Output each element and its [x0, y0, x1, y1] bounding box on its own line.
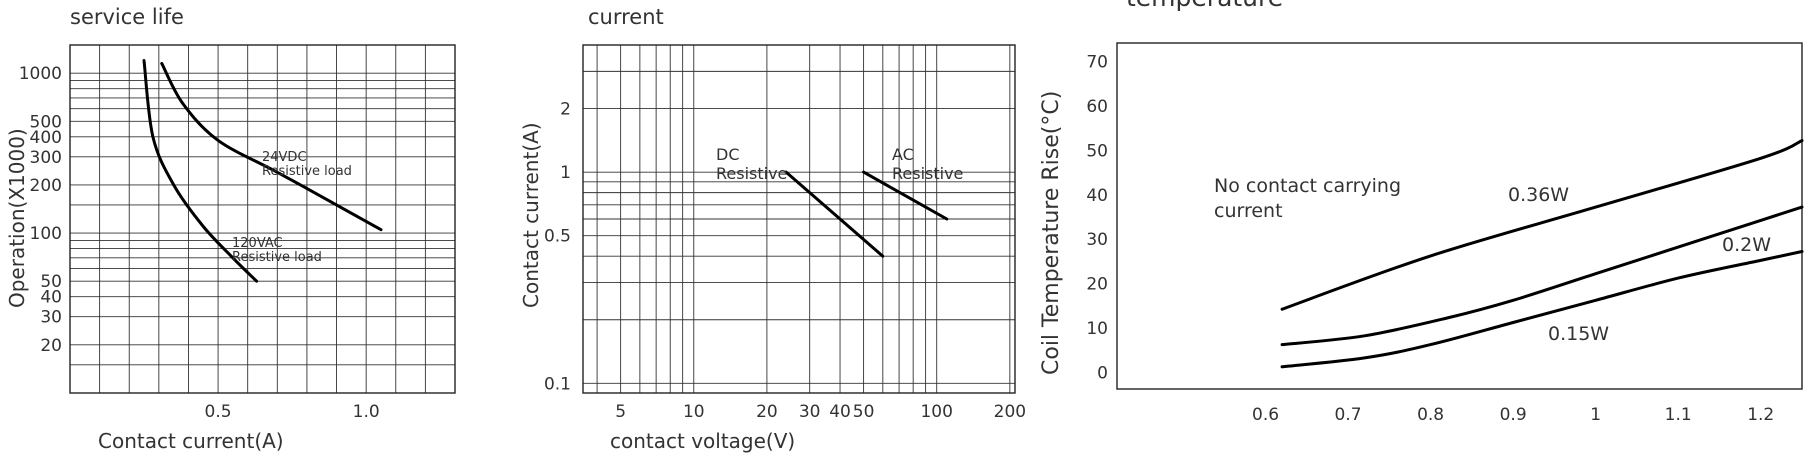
chart2-ytick: 2: [560, 100, 571, 120]
chart1-series-line: [142, 59, 259, 283]
chart2-title: current: [588, 5, 664, 29]
chart3-xtick: 0.7: [1335, 405, 1362, 425]
chart2-ytick: 0.1: [544, 374, 571, 394]
chart3-annotation: current: [1214, 200, 1283, 222]
chart1-xtick: 1.0: [353, 402, 380, 422]
chart2-ytick: 1: [560, 163, 571, 183]
chart2-series-line: [784, 170, 885, 258]
chart1-ytick: 200: [30, 176, 62, 196]
chart1-ytick: 500: [30, 112, 62, 132]
chart1-frame: [69, 44, 456, 394]
chart1-title: service life: [70, 5, 184, 29]
chart3-series-line: [1280, 250, 1804, 369]
chart1-xtick: 0.5: [205, 402, 232, 422]
chart3-series: 0.36W 0.2W 0.15W No contact carrying current: [1214, 139, 1804, 369]
chart3-ylabel: Coil Temperature Rise(°C): [1039, 91, 1064, 375]
chart2-ylabel: Contact current(A): [519, 122, 543, 308]
chart2-series-line: [862, 170, 949, 221]
chart2-xtick: 100: [920, 402, 952, 422]
chart3-xtick: 0.6: [1252, 405, 1279, 425]
chart1-grid: [70, 45, 455, 393]
chart3-annotation: No contact carrying: [1214, 175, 1401, 197]
chart3-xtick: 1: [1590, 405, 1601, 425]
chart3-xtick: 1.1: [1665, 405, 1692, 425]
chart2-xtick: 10: [683, 402, 705, 422]
chart3-series-line: [1280, 205, 1804, 347]
chart2-xtick: 30: [799, 402, 821, 422]
chart1-ytick: 400: [30, 128, 62, 148]
chart1-ytick: 20: [40, 336, 62, 356]
chart3-ytick: 10: [1086, 319, 1108, 339]
chart1-series-label: 120VAC: [232, 236, 283, 251]
chart1-series-label: 24VDC: [262, 150, 307, 165]
chart-current: current 210.50.15 10 20 30 40 50 100 200 DCResi…: [519, 5, 1026, 453]
chart1-ytick: 40: [40, 288, 62, 308]
chart-temperature: temperature 70 60 50 40 30 20 10 0 0.6 0.7 0.8 0.9 1…: [1039, 0, 1804, 425]
chart3-xtick: 0.8: [1417, 405, 1444, 425]
chart2-xtick: 5: [615, 402, 626, 422]
chart3-xtick: 1.2: [1747, 405, 1774, 425]
chart2-frame: [582, 44, 1016, 394]
chart3-frame: [1116, 42, 1803, 390]
chart3-ytick: 60: [1086, 97, 1108, 117]
chart1-ytick: 50: [40, 272, 62, 292]
chart1-ytick: 300: [30, 148, 62, 168]
chart3-ytick: 30: [1086, 230, 1108, 250]
chart1-series-label: Resistive load: [232, 250, 322, 265]
chart3-title: temperature: [1126, 0, 1283, 12]
chart1-ytick: 100: [30, 224, 62, 244]
chart2-xtick: 20: [756, 402, 778, 422]
chart2-grid: [583, 45, 1015, 393]
chart2-xtick: 50: [853, 402, 875, 422]
chart3-series-label: 0.15W: [1548, 323, 1609, 345]
chart3-ytick: 50: [1086, 141, 1108, 161]
chart1-ytick: 1000: [19, 64, 62, 84]
chart1-series-label: Resistive load: [262, 164, 352, 179]
chart2-xtick: 40: [829, 402, 851, 422]
chart3-series-label: 0.2W: [1722, 234, 1771, 256]
chart1-xlabel: Contact current(A): [98, 429, 284, 453]
chart3-ytick: 0: [1097, 363, 1108, 383]
chart2-xlabel: contact voltage(V): [610, 429, 795, 453]
chart2-series-label: DC: [716, 145, 740, 164]
chart2-ticks: 2 1 0.5 0.1 5 10 20 30 40 50 100 200: [544, 100, 1026, 422]
chart3-xtick: 0.9: [1500, 405, 1527, 425]
chart3-ytick: 70: [1086, 53, 1108, 73]
chart3-ticks: 70 60 50 40 30 20 10 0 0.6 0.7 0.8 0.9 1 1.1 1.2: [1086, 53, 1774, 425]
chart2-xtick: 200: [994, 402, 1026, 422]
chart2-series-label: AC: [892, 145, 914, 164]
chart3-ytick: 20: [1086, 275, 1108, 295]
chart2-series-label: Resistive: [716, 164, 787, 183]
chart3-series-line: [1280, 139, 1804, 311]
chart1-series-line: [160, 62, 383, 232]
chart2-series-label: Resistive: [892, 164, 963, 183]
chart1-ytick: 30: [40, 308, 62, 328]
chart1-ylabel: Operation(X1000): [5, 128, 29, 308]
chart3-series-label: 0.36W: [1508, 184, 1569, 206]
chart2-ytick: 0.5: [544, 227, 571, 247]
chart3-ytick: 40: [1086, 186, 1108, 206]
